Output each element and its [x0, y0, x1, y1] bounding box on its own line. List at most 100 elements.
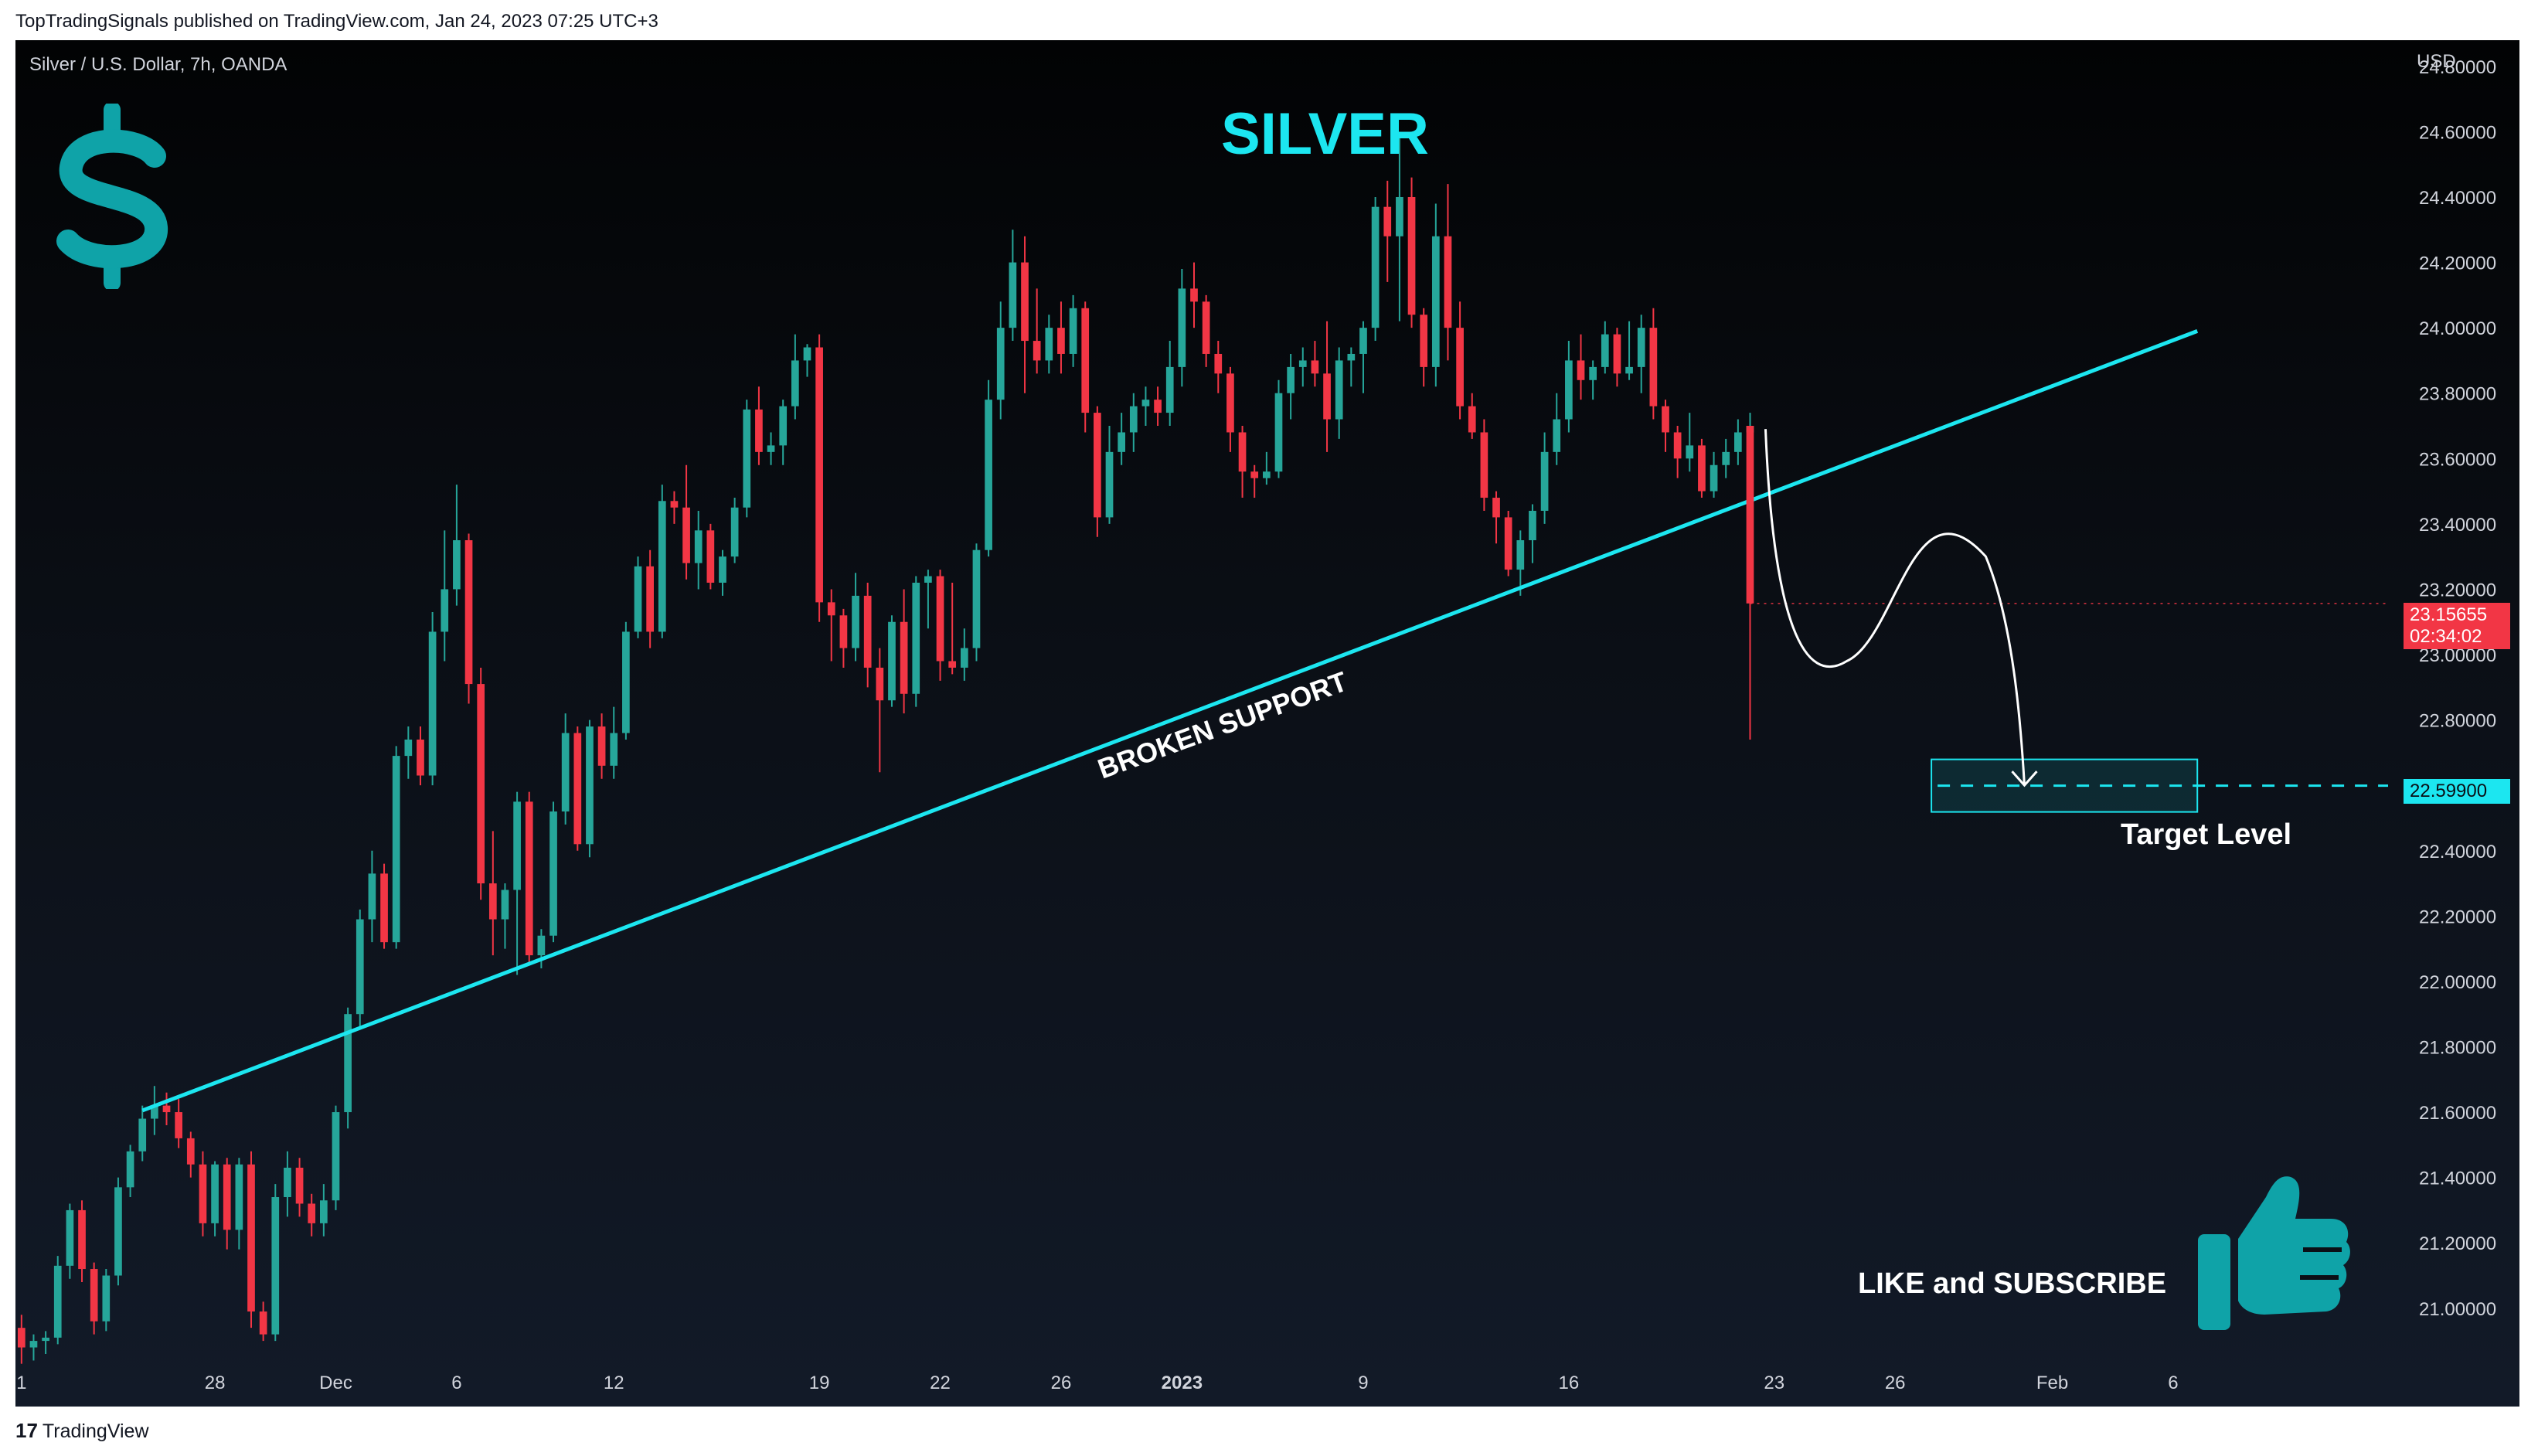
time-tick: 22 [930, 1373, 951, 1393]
time-tick: Dec [319, 1373, 352, 1393]
candle-body [815, 347, 823, 603]
candle-body [1226, 373, 1234, 433]
candle [235, 1158, 243, 1250]
candle [1057, 301, 1065, 374]
candle [1045, 315, 1053, 374]
candle-body [1347, 353, 1356, 361]
candle-body [1057, 328, 1065, 354]
candle-body [464, 540, 473, 685]
candle-body [622, 631, 630, 733]
candle [1165, 341, 1174, 427]
candle-body [779, 406, 788, 446]
candle-body [199, 1164, 207, 1223]
currency-label: USD [2417, 51, 2456, 72]
candle-body [1069, 308, 1077, 354]
time-tick: 1 [16, 1373, 26, 1393]
candle-body [597, 726, 606, 766]
candle [1733, 419, 1742, 465]
candle-body [1274, 393, 1283, 472]
candle [996, 301, 1005, 420]
candle [561, 713, 570, 825]
candle-body [477, 684, 485, 884]
candle-body [1420, 315, 1428, 367]
candle-body [1118, 432, 1126, 452]
candle [924, 570, 932, 629]
candle-body [900, 621, 908, 694]
symbol-label[interactable]: Silver / U.S. Dollar, 7h, OANDA [29, 54, 287, 75]
time-tick: 6 [451, 1373, 461, 1393]
candle-body [1504, 517, 1512, 570]
candle [404, 726, 413, 779]
candle [549, 801, 557, 943]
candle-body [1468, 406, 1476, 433]
candle [1480, 419, 1488, 511]
candle [1141, 386, 1150, 427]
candle [694, 510, 703, 590]
candle [126, 1145, 134, 1198]
time-tick: 16 [1559, 1373, 1580, 1393]
candle-body [1444, 236, 1452, 328]
candle-body [1094, 413, 1101, 518]
candle-body [1589, 366, 1597, 380]
price-tick: 21.20000 [2419, 1233, 2496, 1254]
candle [1262, 451, 1271, 485]
candle [428, 612, 437, 786]
candle [1420, 308, 1428, 387]
candle-body [235, 1164, 243, 1230]
time-tick: Feb [2036, 1373, 2068, 1393]
price-tick: 23.20000 [2419, 580, 2496, 600]
price-tick: 21.40000 [2419, 1169, 2496, 1189]
candle-body [730, 507, 739, 557]
candle-body [1371, 206, 1380, 328]
tradingview-logo[interactable]: 17 TradingView [15, 1419, 149, 1443]
candle [1516, 530, 1525, 596]
candle-body [827, 602, 835, 616]
candle-body [453, 540, 461, 590]
candle-body [1649, 328, 1658, 407]
candle-body [1710, 464, 1718, 492]
candle-body [1154, 400, 1162, 413]
candle-body [1129, 406, 1138, 433]
candle-body [936, 576, 944, 662]
candle-body [1033, 341, 1041, 361]
candle [453, 485, 461, 606]
candle [259, 1301, 267, 1342]
candle [247, 1151, 255, 1328]
candle [175, 1099, 183, 1148]
candle-body [368, 873, 376, 920]
live-candle-body [1746, 426, 1754, 604]
time-tick: 23 [1764, 1373, 1784, 1393]
candle-body [1529, 510, 1536, 541]
candle [767, 432, 775, 465]
candle-body [1516, 540, 1525, 570]
candle [936, 570, 944, 681]
candle [1456, 301, 1464, 420]
candle-body [743, 409, 751, 508]
price-axis: 24.80000 24.60000 24.40000 24.20000 24.00000… [2419, 57, 2496, 1320]
candle [719, 549, 726, 596]
candle-body [126, 1151, 134, 1188]
candle-body [1540, 451, 1549, 511]
candle [1190, 262, 1198, 328]
candle-body [888, 621, 896, 701]
candle [1673, 426, 1682, 478]
candles-layer [17, 138, 1754, 1364]
chart-panel[interactable]: 24.80000 24.60000 24.40000 24.20000 24.00000… [15, 40, 2519, 1407]
candle [985, 379, 992, 557]
candle-body [175, 1112, 183, 1138]
candle-body [501, 890, 509, 920]
time-tick: 6 [2168, 1373, 2178, 1393]
candle-body [1045, 328, 1053, 361]
candle [1540, 432, 1549, 524]
target-level-label: Target Level [2121, 818, 2292, 851]
candle [852, 573, 859, 662]
candle [477, 667, 485, 900]
candle-body [1577, 360, 1585, 380]
chart-canvas[interactable]: 24.80000 24.60000 24.40000 24.20000 24.00000… [15, 40, 2519, 1407]
candle-body [1165, 366, 1174, 413]
candle-body [1396, 196, 1403, 236]
candle [513, 791, 521, 975]
price-tick: 24.00000 [2419, 318, 2496, 339]
candle [586, 719, 594, 858]
target-price-tag: 22.59900 [2404, 779, 2510, 804]
